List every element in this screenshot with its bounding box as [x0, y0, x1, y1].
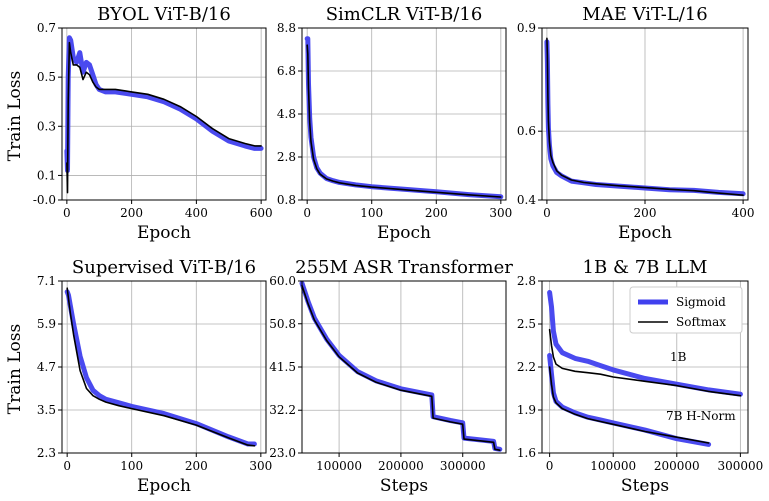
- panel1-xlabel: Epoch: [137, 223, 191, 243]
- panel6-series-softmax-1b: [548, 328, 742, 397]
- panel4-ytick-label-2: 4.7: [37, 360, 56, 374]
- panel3-series-softmax: [546, 37, 744, 196]
- panel1-series-softmax: [66, 41, 262, 194]
- panel4-ytick-label-4: 7.1: [37, 274, 56, 288]
- row2-ylabel: Train Loss: [5, 324, 25, 414]
- panel4-series-sigmoid: [64, 289, 257, 447]
- panel1-series-sigmoid: [64, 35, 264, 173]
- panel6-xtick-label-2: 200000: [654, 459, 700, 473]
- panel4-ytick-label-3: 5.9: [37, 317, 56, 331]
- panel1-ytick-label-1: 0.1: [37, 168, 56, 182]
- panel5-xtick-label-2: 300000: [440, 459, 486, 473]
- panel5-xlabel: Steps: [380, 476, 428, 496]
- panel4-ytick-label-0: 2.3: [37, 446, 56, 460]
- panel2-xtick-label-1: 100: [360, 206, 383, 220]
- panel5-title: 255M ASR Transformer: [295, 257, 513, 278]
- panel6-ytick-label-2: 2.2: [517, 360, 536, 374]
- panel6-series-sigmoid-1b: [547, 290, 743, 397]
- panel6-annotation-1: 7B H-Norm: [666, 409, 736, 423]
- panel3-title: MAE ViT-L/16: [582, 4, 707, 25]
- panel2-xtick-label-0: 0: [303, 206, 311, 220]
- panel4-xtick-label-2: 200: [185, 459, 208, 473]
- panel2-ytick-label-2: 4.8: [277, 107, 296, 121]
- panel1-ytick-label-4: 0.7: [37, 21, 56, 35]
- panel5-ytick-label-1: 32.2: [269, 403, 296, 417]
- panel6-series-softmax-7b-h-norm: [548, 366, 710, 444]
- panel3-xtick-label-2: 400: [732, 206, 755, 220]
- panel2-xlabel: Epoch: [377, 223, 431, 243]
- panel6-series-sigmoid-7b-h-norm: [547, 353, 712, 447]
- panel4: 0 100 200 300 2.3 3.5 4.7 5.9 7.1 Supervised ViT-…: [37, 257, 272, 496]
- panel1-xtick-label-3: 600: [250, 206, 273, 220]
- panel6-ytick-label-0: 1.6: [517, 446, 536, 460]
- panel1: 0 200 400 600 -0.0 0.1 0.3 0.5 0.7 BYOL ViT-B/16 E…: [33, 4, 273, 243]
- panel3: 0 200 400 0.4 0.6 0.9 MAE ViT-L/16 Epoch: [517, 4, 755, 243]
- panel6-legend: Sigmoid Softmax: [629, 286, 743, 334]
- panel2-title: SimCLR ViT-B/16: [326, 4, 483, 25]
- panel3-ytick-label-1: 0.6: [517, 124, 536, 138]
- panel1-ytick-label-0: -0.0: [33, 193, 56, 207]
- panel3-xlabel: Epoch: [618, 223, 672, 243]
- panel6-ytick-label-4: 2.8: [517, 274, 536, 288]
- panel6-xlabel: Steps: [621, 476, 669, 496]
- panel1-title: BYOL ViT-B/16: [97, 4, 231, 25]
- panel4-title: Supervised ViT-B/16: [72, 257, 256, 278]
- panel1-ytick-label-2: 0.3: [37, 119, 56, 133]
- panel2-ytick-label-4: 8.8: [277, 21, 296, 35]
- panel6-ytick-label-3: 2.5: [517, 317, 536, 331]
- panel6-annotation-0: 1B: [670, 350, 687, 364]
- panel4-series-softmax: [66, 287, 256, 447]
- panel5-series-softmax: [301, 284, 501, 451]
- panel6: 0 100000 200000 300000 1.6 1.9 2.2 2.5 2.8 1B & 7…: [517, 257, 763, 496]
- panel5-ytick-label-0: 23.0: [269, 446, 296, 460]
- panel3-xtick-label-0: 0: [543, 206, 551, 220]
- panel5-ytick-label-3: 50.8: [269, 317, 296, 331]
- panel1-xtick-label-1: 200: [120, 206, 143, 220]
- panel4-xtick-label-0: 0: [63, 459, 71, 473]
- row1-ylabel: Train Loss: [5, 71, 25, 161]
- panel5: 100000 200000 300000 23.0 32.2 41.5 50.8 60.025…: [269, 257, 513, 496]
- panel2-ytick-label-3: 6.8: [277, 64, 296, 78]
- panel6-title: 1B & 7B LLM: [583, 257, 708, 278]
- panel2-series-softmax: [306, 44, 502, 198]
- panel5-ytick-label-4: 60.0: [269, 274, 296, 288]
- panel2-ytick-label-1: 2.8: [277, 150, 296, 164]
- panel4-xlabel: Epoch: [137, 476, 191, 496]
- panel3-ytick-label-2: 0.9: [517, 21, 536, 35]
- panel3-xtick-label-1: 200: [634, 206, 657, 220]
- panel3-ytick-label-0: 0.4: [517, 193, 536, 207]
- panel1-frame: [61, 27, 267, 201]
- panel6-legend-label-softmax: Softmax: [676, 315, 726, 329]
- panel5-xtick-label-1: 200000: [378, 459, 424, 473]
- panel2-series-sigmoid: [304, 36, 504, 200]
- panel2: 0 100 200 300 0.8 2.8 4.8 6.8 8.8 SimCLR ViT-B/16…: [277, 4, 512, 243]
- panel6-xtick-label-1: 100000: [590, 459, 636, 473]
- panel5-xtick-label-0: 100000: [316, 459, 362, 473]
- panel2-xtick-label-2: 200: [425, 206, 448, 220]
- panel6-xtick-label-3: 300000: [717, 459, 763, 473]
- panel1-xtick-label-2: 400: [185, 206, 208, 220]
- panel2-ytick-label-0: 0.8: [277, 193, 296, 207]
- panel4-xtick-label-1: 100: [120, 459, 143, 473]
- panel6-legend-label-sigmoid: Sigmoid: [676, 295, 726, 309]
- panel2-xtick-label-3: 300: [489, 206, 512, 220]
- panel6-xtick-label-0: 0: [546, 459, 554, 473]
- panel5-ytick-label-2: 41.5: [269, 360, 296, 374]
- panel4-xtick-label-3: 300: [249, 459, 272, 473]
- panel4-ytick-label-1: 3.5: [37, 403, 56, 417]
- panel6-ytick-label-1: 1.9: [517, 403, 536, 417]
- panel1-xtick-label-0: 0: [63, 206, 71, 220]
- panel1-ytick-label-3: 0.5: [37, 70, 56, 84]
